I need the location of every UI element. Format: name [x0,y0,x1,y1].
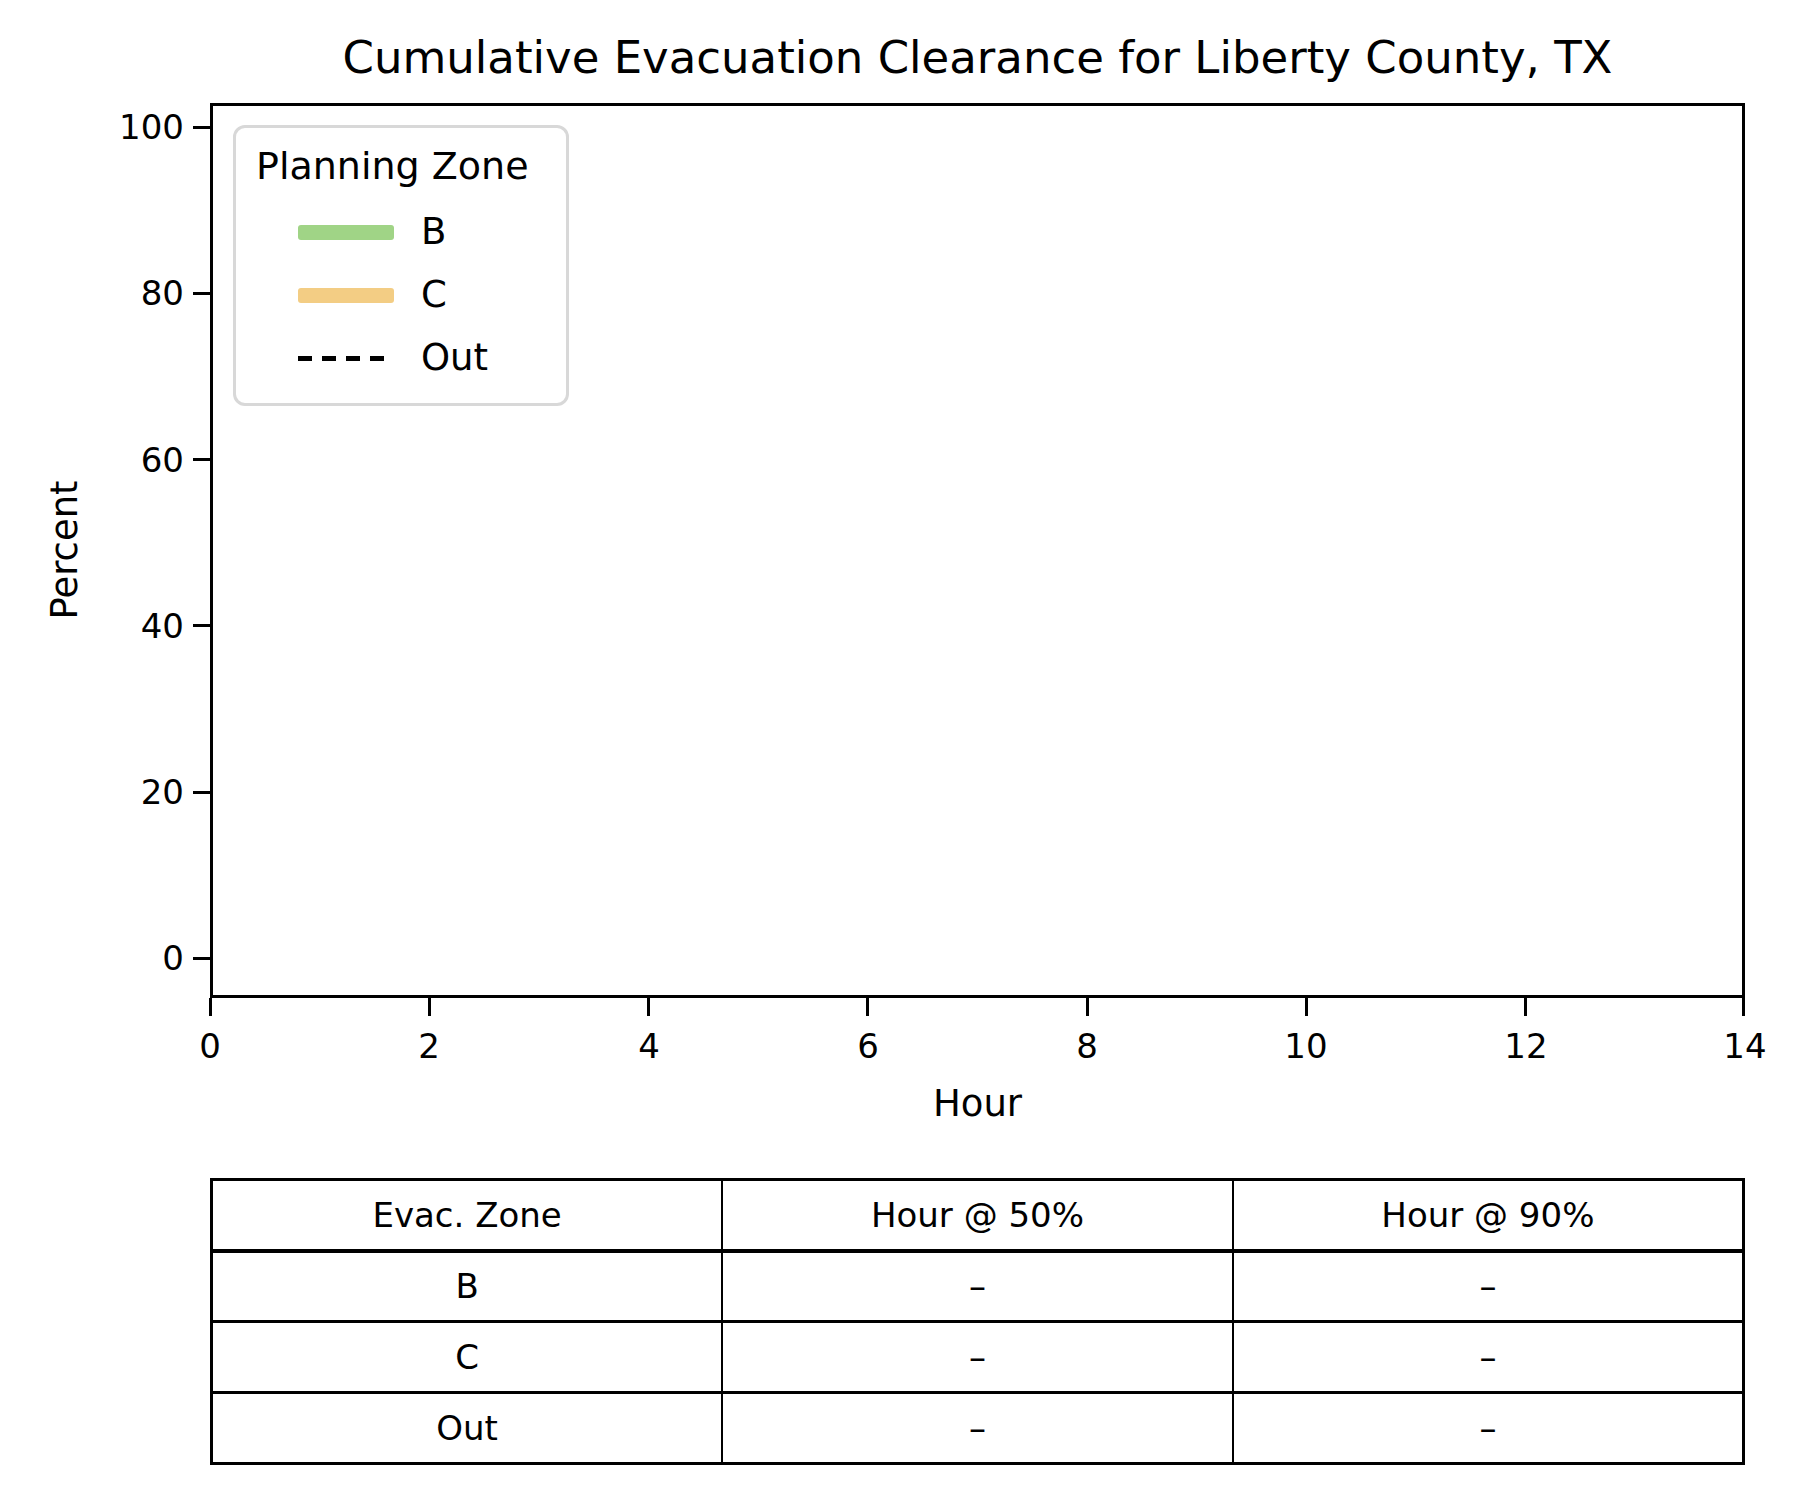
chart-title: Cumulative Evacuation Clearance for Libe… [210,30,1745,86]
x-tick-label: 6 [808,1022,928,1070]
line-swatch-c [298,288,394,303]
x-tick-mark [866,998,869,1016]
x-tick-label: 2 [369,1022,489,1070]
dashed-line-swatch-out [298,356,394,361]
x-tick-mark [428,998,431,1016]
x-axis-label: Hour [210,1082,1745,1125]
y-tick-label: 60 [0,436,184,484]
table-row: Out – – [212,1393,1744,1464]
y-tick-label: 80 [0,269,184,317]
cell-zone: Out [212,1393,723,1464]
y-tick-mark [193,292,210,295]
legend-entry-c: C [254,272,548,318]
x-tick-mark [1742,998,1745,1016]
x-tick-mark [1086,998,1089,1016]
y-tick-mark [193,126,210,129]
cell-hour-50: – [722,1322,1233,1393]
table-row: B – – [212,1251,1744,1322]
table-header-hour-90: Hour @ 90% [1233,1180,1744,1251]
x-tick-label: 4 [589,1022,709,1070]
x-tick-mark [209,998,212,1016]
legend-entry-out: Out [254,335,548,381]
x-tick-label: 0 [150,1022,270,1070]
x-tick-label: 10 [1246,1022,1366,1070]
cell-zone: C [212,1322,723,1393]
plot-area: Planning Zone B C Out [210,103,1745,998]
x-tick-mark [1305,998,1308,1016]
y-tick-mark [193,957,210,960]
legend-label: Out [421,335,488,381]
x-tick-mark [1524,998,1527,1016]
y-tick-mark [193,791,210,794]
legend: Planning Zone B C Out [233,125,569,406]
cell-hour-50: – [722,1393,1233,1464]
y-tick-label: 100 [0,103,184,151]
y-axis-label: Percent [43,480,86,619]
legend-label: C [421,272,447,318]
x-tick-label: 12 [1466,1022,1586,1070]
cell-hour-90: – [1233,1393,1744,1464]
y-tick-label: 0 [0,934,184,982]
table-header-row: Evac. Zone Hour @ 50% Hour @ 90% [212,1180,1744,1251]
table-row: C – – [212,1322,1744,1393]
x-tick-mark [647,998,650,1016]
figure: Cumulative Evacuation Clearance for Libe… [0,0,1800,1500]
cell-hour-50: – [722,1251,1233,1322]
table-header-hour-50: Hour @ 50% [722,1180,1233,1251]
cell-zone: B [212,1251,723,1322]
y-tick-label: 20 [0,768,184,816]
y-tick-mark [193,458,210,461]
legend-label: B [421,209,446,255]
table-header-zone: Evac. Zone [212,1180,723,1251]
line-swatch-b [298,225,394,240]
clearance-summary-table: Evac. Zone Hour @ 50% Hour @ 90% B – – C… [210,1178,1745,1465]
cell-hour-90: – [1233,1251,1744,1322]
y-tick-label: 40 [0,602,184,650]
cell-hour-90: – [1233,1322,1744,1393]
x-tick-label: 8 [1027,1022,1147,1070]
x-tick-label: 14 [1685,1022,1800,1070]
y-tick-mark [193,624,210,627]
legend-entry-b: B [254,209,548,255]
legend-title: Planning Zone [254,140,548,192]
